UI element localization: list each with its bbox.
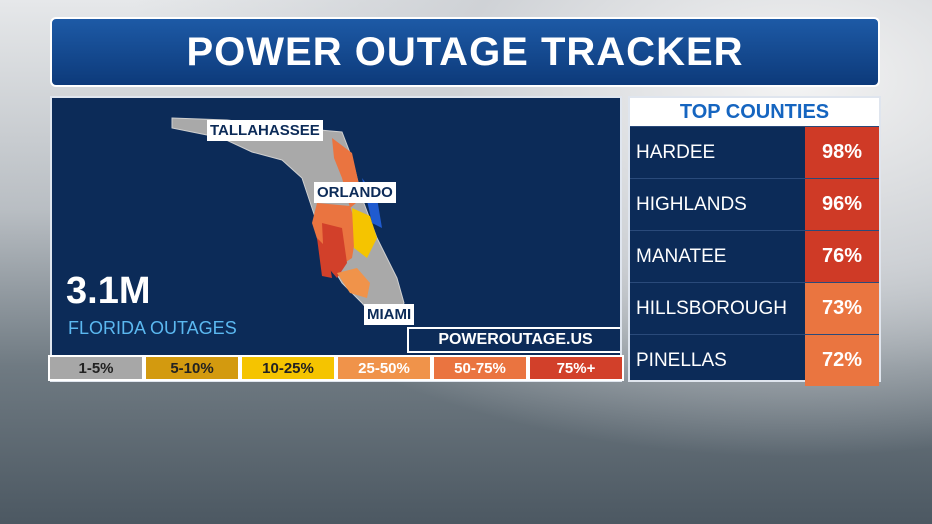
county: HARDEE (636, 141, 716, 163)
legend-item: 75%+ (528, 355, 624, 381)
city-label: MIAMI (364, 304, 415, 325)
percent: 76% (805, 231, 879, 282)
county: PINELLAS (636, 349, 727, 371)
legend: 1-5% 5-10% 10-25% 25-50% 50-75% 75%+ (48, 355, 624, 381)
city-label: TALLAHASSEE (207, 120, 323, 141)
percent: 73% (805, 283, 879, 334)
total-label: FLORIDA OUTAGES (68, 318, 237, 338)
source: POWEROUTAGE.US (407, 327, 620, 353)
legend-item: 1-5% (48, 355, 144, 381)
legend-item: 5-10% (144, 355, 240, 381)
county: HILLSBOROUGH (636, 297, 787, 319)
percent: 96% (805, 179, 879, 230)
title: POWER OUTAGE TRACKER (50, 17, 880, 87)
table-row: HARDEE 98% (630, 126, 879, 178)
map-panel: TALLAHASSEE ORLANDO MIAMI 3.1M FLORIDA O… (50, 96, 622, 382)
table-row: HIGHLANDS 96% (630, 178, 879, 230)
region (317, 238, 332, 278)
table-row: MANATEE 76% (630, 230, 879, 282)
region (352, 208, 377, 258)
county: MANATEE (636, 245, 727, 267)
table-row: PINELLAS 72% (630, 334, 879, 386)
top-counties: TOP COUNTIES HARDEE 98% HIGHLANDS 96% MANA… (628, 96, 881, 386)
county: HIGHLANDS (636, 193, 747, 215)
table-row: HILLSBOROUGH 73% (630, 282, 879, 334)
legend-item: 10-25% (240, 355, 336, 381)
city-label: ORLANDO (314, 182, 396, 203)
legend-item: 50-75% (432, 355, 528, 381)
legend-item: 25-50% (336, 355, 432, 381)
percent: 98% (805, 127, 879, 178)
percent: 72% (805, 335, 879, 386)
table-title: TOP COUNTIES (630, 98, 879, 126)
region (337, 268, 370, 298)
total-outages: 3.1M (66, 270, 151, 312)
